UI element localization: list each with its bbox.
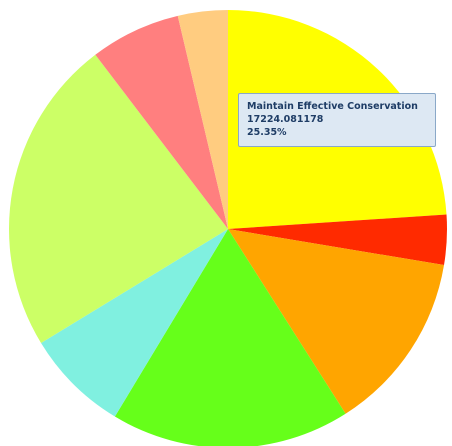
- pie-slice-5[interactable]: [41, 229, 228, 417]
- tooltip-value: 17224.081178: [247, 114, 324, 125]
- pie-slice-7[interactable]: [95, 15, 228, 230]
- pie-slice-8[interactable]: [177, 10, 228, 229]
- pie-slice-2[interactable]: [228, 214, 447, 266]
- slice-tooltip: Maintain Effective Conservation 17224.08…: [238, 93, 436, 147]
- pie-slice-6[interactable]: [9, 54, 228, 344]
- pie-slice-3[interactable]: [228, 229, 445, 414]
- tooltip-label: Maintain Effective Conservation: [247, 101, 418, 112]
- tooltip-percent: 25.35%: [247, 127, 287, 138]
- pie-slices: [9, 10, 447, 446]
- pie-slice-4[interactable]: [114, 229, 346, 446]
